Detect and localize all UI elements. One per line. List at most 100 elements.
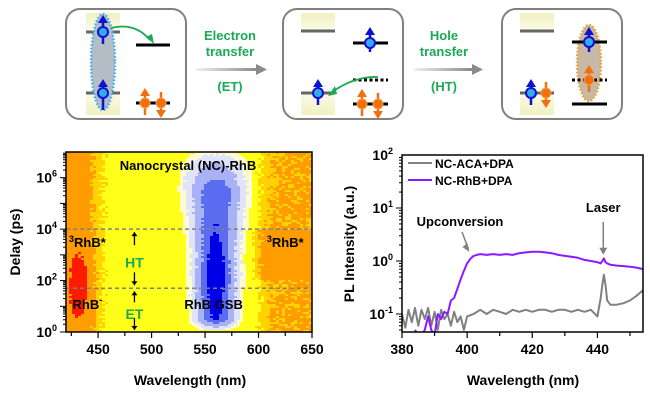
heatmap-cell xyxy=(258,302,267,304)
heatmap-cell xyxy=(78,254,93,256)
heatmap-cell xyxy=(237,232,240,234)
heatmap-cell xyxy=(261,192,264,194)
heatmap-cell xyxy=(228,234,237,236)
heatmap-cell xyxy=(294,302,312,304)
heatmap-cell xyxy=(90,154,102,156)
pl-y-tick-label: 101 xyxy=(372,199,393,216)
heatmap-cell xyxy=(192,276,195,278)
heatmap-cell xyxy=(252,236,258,238)
heatmap-cell xyxy=(273,282,279,284)
heatmap-cell xyxy=(96,170,105,172)
heatmap-cell xyxy=(297,162,312,164)
heatmap-cell xyxy=(66,330,96,332)
heatmap-cell xyxy=(195,248,201,250)
heatmap-cell xyxy=(273,186,276,188)
heatmap-cell xyxy=(258,318,270,320)
heatmap-cell xyxy=(99,280,102,282)
heatmap-cell xyxy=(195,264,201,266)
heatmap-cell xyxy=(183,218,189,220)
heatmap-cell xyxy=(198,252,201,254)
heatmap-cell xyxy=(258,230,312,232)
heatmap-cell xyxy=(66,218,90,220)
heatmap-cell xyxy=(183,176,195,178)
heatmap-cell xyxy=(282,214,288,216)
heatmap-cell xyxy=(192,306,198,308)
heatmap-cell xyxy=(288,214,291,216)
heatmap-cell xyxy=(93,220,96,222)
heatmap-cell xyxy=(189,168,201,170)
heatmap-cell xyxy=(261,296,264,298)
heatmap-cell xyxy=(204,316,210,318)
heatmap-cell xyxy=(105,252,186,254)
heatmap-cell xyxy=(303,186,306,188)
heatmap-cell xyxy=(195,296,204,298)
heatmap-cell xyxy=(210,180,225,182)
heatmap-cell xyxy=(105,154,108,156)
pl-y-label: PL Intensity (a.u.) xyxy=(341,186,357,302)
heatmap-cell xyxy=(93,246,102,248)
heatmap-cell xyxy=(228,316,234,318)
heatmap-cell xyxy=(102,250,186,252)
heatmap-cell xyxy=(309,180,312,182)
heatmap-cell xyxy=(297,158,303,160)
heatmap-cell xyxy=(228,216,237,218)
heatmap-cell xyxy=(264,300,267,302)
heatmap-cell xyxy=(66,328,93,330)
heatmap-cell xyxy=(210,306,222,308)
heatmap-cell xyxy=(186,208,195,210)
heatmap-cell xyxy=(189,312,192,314)
heatmap-cell xyxy=(300,196,312,198)
heatmap-cell xyxy=(252,204,258,206)
heatmap-cell xyxy=(246,158,258,160)
heatmap-cell xyxy=(219,316,228,318)
heatmap-cell xyxy=(201,238,210,240)
heatmap-cell xyxy=(294,190,300,192)
heatmap-cell xyxy=(186,252,192,254)
heatmap-cell xyxy=(309,154,312,156)
heatmap-cell xyxy=(258,328,261,330)
heatmap-cell xyxy=(105,280,186,282)
heatmap-cell xyxy=(264,280,267,282)
heatmap-cell xyxy=(306,326,309,328)
heatmap-cell xyxy=(270,186,273,188)
heatmap-cell xyxy=(237,278,240,280)
heatmap-cell xyxy=(231,170,243,172)
heatmap-cell xyxy=(93,226,102,228)
heatmap-cell xyxy=(231,204,240,206)
heatmap-cell xyxy=(189,238,195,240)
heatmap-cell xyxy=(279,176,285,178)
heatmap-cell xyxy=(282,282,291,284)
heatmap-cell xyxy=(108,216,183,218)
heatmap-cell xyxy=(105,152,195,154)
heatmap-cell xyxy=(297,156,303,158)
heatmap-cell xyxy=(66,152,93,154)
heatmap-cell xyxy=(201,292,207,294)
heatmap-cell xyxy=(180,180,186,182)
heatmap-cell xyxy=(66,154,90,156)
heatmap-cell xyxy=(237,234,243,236)
heatmap-cell xyxy=(93,162,105,164)
paired-electrons-icon xyxy=(139,88,167,118)
heatmap-cell xyxy=(228,210,237,212)
heatmap-cell xyxy=(66,236,93,238)
heatmap-cell xyxy=(195,268,201,270)
heatmap-cell xyxy=(222,260,231,262)
heatmap-cell xyxy=(270,318,273,320)
heatmap-cell xyxy=(102,330,261,332)
heatmap-cell xyxy=(285,216,291,218)
heatmap-cell xyxy=(228,206,237,208)
heatmap-cell xyxy=(189,242,195,244)
heatmap-cell xyxy=(267,228,270,230)
heatmap-cell xyxy=(252,242,261,244)
heatmap-cell xyxy=(246,280,261,282)
heatmap-cell xyxy=(261,206,270,208)
heatmap-cell xyxy=(249,186,252,188)
heatmap-cell xyxy=(240,306,243,308)
heatmap-cell xyxy=(228,220,237,222)
heatmap-cell xyxy=(198,308,204,310)
heatmap-cell xyxy=(240,186,249,188)
heatmap-cell xyxy=(225,286,228,288)
heatmap-cell xyxy=(291,180,303,182)
heatmap-cell xyxy=(96,306,102,308)
heatmap-cell xyxy=(210,316,219,318)
